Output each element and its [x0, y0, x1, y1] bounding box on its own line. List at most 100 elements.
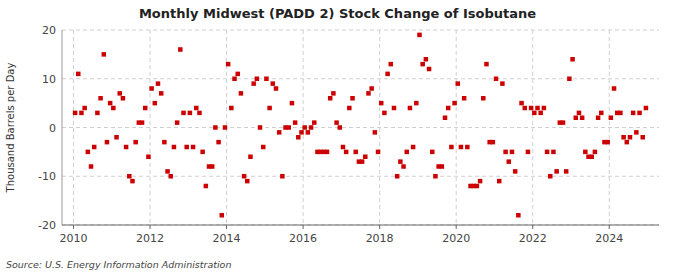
point [462, 96, 467, 101]
point [95, 111, 100, 116]
point [567, 77, 572, 82]
point [510, 150, 514, 155]
point [513, 169, 518, 174]
point [561, 120, 566, 125]
point [360, 159, 365, 164]
point [178, 47, 183, 52]
x-tick [303, 225, 304, 229]
grid-line [62, 176, 659, 177]
point [200, 150, 205, 155]
y-tick-label: 0 [49, 122, 56, 135]
point [255, 77, 260, 82]
point [404, 150, 409, 155]
x-tick-label: 2018 [366, 232, 394, 245]
point [389, 62, 394, 67]
point [398, 159, 403, 164]
point [589, 155, 594, 160]
x-tick [609, 225, 610, 229]
point [516, 213, 521, 218]
point [302, 125, 307, 130]
annotation: Source: U.S. Energy Information Administ… [6, 259, 231, 270]
x-tick [532, 225, 533, 229]
x-axis-line [62, 225, 659, 226]
x-tick [226, 225, 227, 229]
point [414, 101, 419, 106]
point [312, 120, 317, 125]
grid-line [62, 30, 659, 31]
point [248, 155, 253, 160]
x-tick-label: 2014 [213, 232, 241, 245]
point [634, 130, 639, 135]
point [519, 101, 524, 106]
point [258, 125, 263, 130]
point [290, 101, 295, 106]
point [102, 52, 107, 57]
point [583, 150, 588, 155]
point [593, 150, 598, 155]
point [82, 106, 87, 111]
point [280, 174, 285, 179]
point [478, 179, 483, 184]
point [491, 140, 496, 145]
point [261, 145, 266, 150]
point [433, 174, 438, 179]
point [535, 106, 540, 111]
point [73, 111, 78, 116]
point [392, 106, 397, 111]
point [210, 164, 215, 169]
point [385, 72, 390, 77]
grid-line [62, 127, 659, 128]
point [379, 101, 384, 106]
point [609, 116, 614, 121]
grid-line [150, 30, 151, 225]
point [446, 106, 451, 111]
point [226, 62, 231, 67]
point [456, 81, 461, 86]
point [637, 111, 642, 116]
point [500, 81, 505, 86]
x-tick-label: 2022 [519, 232, 547, 245]
point [242, 174, 247, 179]
point [130, 179, 135, 184]
point [596, 116, 601, 121]
point [331, 91, 336, 96]
point [204, 184, 209, 189]
point [79, 111, 84, 116]
point [274, 86, 279, 91]
point [216, 140, 221, 145]
point [143, 106, 148, 111]
point [526, 150, 531, 155]
point [644, 106, 649, 111]
point [554, 169, 559, 174]
point [121, 96, 126, 101]
point [133, 140, 138, 145]
point [545, 150, 550, 155]
point [172, 145, 177, 150]
point [223, 125, 228, 130]
point [625, 140, 630, 145]
point [430, 150, 435, 155]
point [347, 106, 352, 111]
point [369, 86, 374, 91]
point [507, 159, 512, 164]
point [497, 179, 502, 184]
x-tick-label: 2024 [595, 232, 623, 245]
point [232, 77, 237, 82]
point [162, 140, 167, 145]
point [197, 111, 202, 116]
point [168, 174, 173, 179]
grid-line [379, 30, 380, 225]
grid-line [73, 30, 74, 225]
point [532, 111, 537, 116]
x-tick [379, 225, 380, 229]
point [149, 86, 154, 91]
point [564, 169, 569, 174]
point [401, 164, 406, 169]
point [542, 106, 547, 111]
point [76, 72, 81, 77]
point [293, 120, 298, 125]
point [640, 135, 645, 140]
y-axis-line [62, 30, 63, 225]
point [188, 111, 193, 116]
point [341, 145, 346, 150]
